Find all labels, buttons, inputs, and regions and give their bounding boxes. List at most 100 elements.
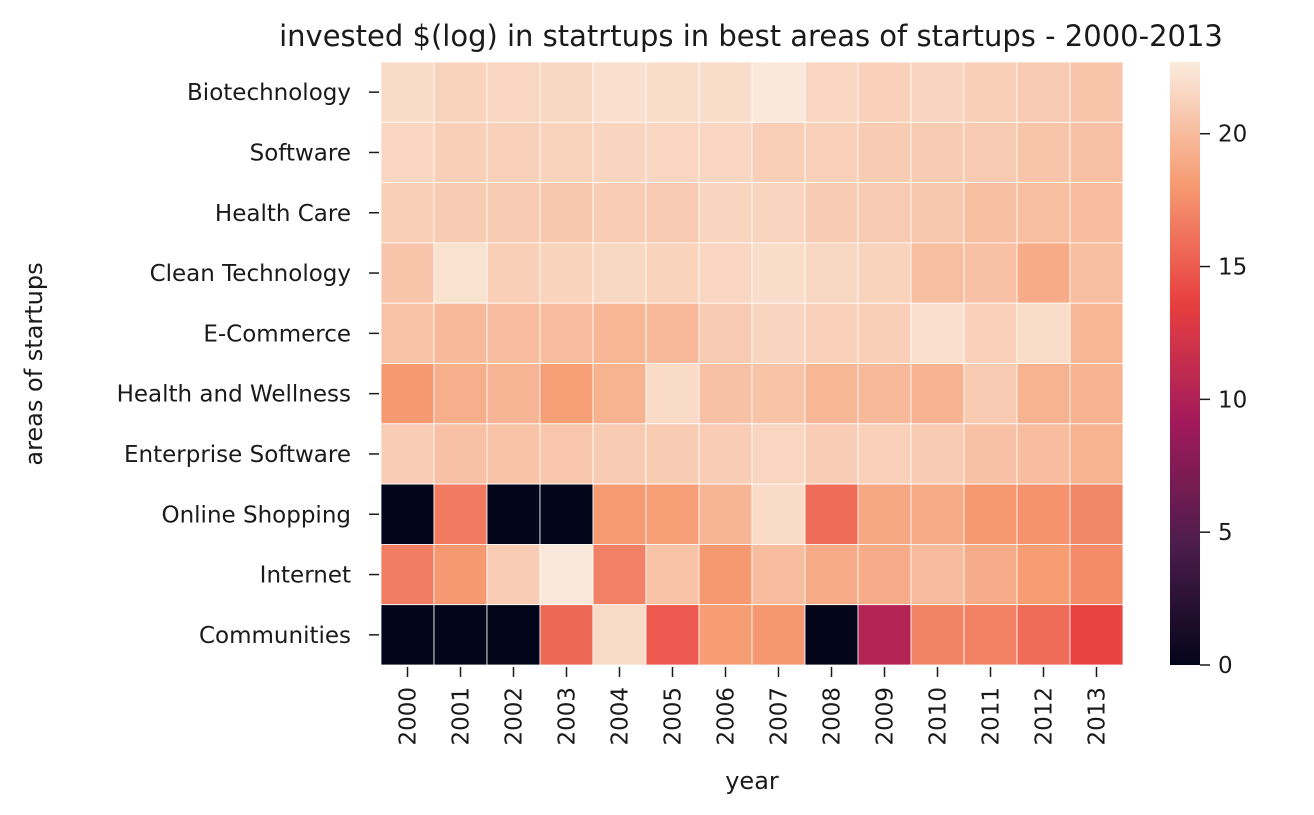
heatmap-cell (433, 242, 488, 304)
heatmap-cell (1016, 242, 1071, 304)
heatmap-cell (698, 483, 753, 545)
colorbar-tick-label: 10 (1218, 387, 1247, 413)
heatmap-cell (751, 242, 806, 304)
heatmap-cell (751, 61, 806, 123)
heatmap-cell (857, 423, 912, 485)
x-tick-label: 2012 (1032, 687, 1058, 746)
y-tick-label: Online Shopping (161, 502, 351, 528)
heatmap-cell (1069, 423, 1124, 485)
heatmap-cell (539, 61, 594, 123)
heatmap-cell (804, 121, 859, 184)
heatmap-cell (486, 242, 541, 304)
heatmap-cell (1016, 363, 1071, 425)
heatmap-cell (1016, 544, 1071, 606)
heatmap-cell (698, 302, 753, 364)
heatmap-cell (1016, 423, 1071, 485)
heatmap-cell (380, 121, 435, 184)
y-axis-label: areas of startups (20, 262, 48, 465)
x-tick-label: 2010 (926, 687, 952, 746)
colorbar-tick-label: 0 (1218, 653, 1233, 679)
heatmap-cell (751, 363, 806, 425)
heatmap-cell (698, 604, 753, 666)
heatmap-cell (486, 363, 541, 425)
x-tick-label: 2006 (714, 687, 740, 746)
heatmap-cell (751, 121, 806, 184)
heatmap-cell (539, 121, 594, 184)
colorbar: 0 5 10 15 20 (1170, 62, 1247, 679)
heatmap-cell (645, 483, 700, 545)
heatmap-cell (539, 242, 594, 304)
heatmap-cell (857, 302, 912, 364)
heatmap-cell (910, 242, 965, 304)
heatmap-cell (910, 302, 965, 364)
heatmap-cell (857, 242, 912, 304)
heatmap-cell (592, 604, 647, 666)
heatmap-cell (857, 121, 912, 184)
heatmap-cell (539, 182, 594, 244)
heatmap-cell (857, 363, 912, 425)
y-tick-label: Biotechnology (187, 80, 351, 106)
heatmap-cell (645, 544, 700, 606)
colorbar-tick-label: 15 (1218, 255, 1247, 281)
y-tick-label: Health Care (215, 201, 351, 227)
heatmap-cell (592, 242, 647, 304)
heatmap-cell (698, 61, 753, 123)
heatmap-cell (433, 182, 488, 244)
heatmap-cell (645, 242, 700, 304)
heatmap-cell (1016, 302, 1071, 364)
heatmap-cell (698, 363, 753, 425)
heatmap-cell (486, 121, 541, 184)
heatmap-cell (1069, 302, 1124, 364)
heatmap-cell (433, 61, 488, 123)
heatmap-cell (963, 363, 1018, 425)
heatmap-cell (486, 423, 541, 485)
heatmap-cell (1069, 544, 1124, 606)
heatmap-cell (963, 242, 1018, 304)
heatmap-cell (1069, 242, 1124, 304)
heatmap-cell (910, 423, 965, 485)
heatmap-cell (1016, 483, 1071, 545)
heatmap-cell (963, 182, 1018, 244)
x-tick-label: 2008 (820, 687, 846, 746)
heatmap-cell (645, 302, 700, 364)
heatmap-cell (910, 544, 965, 606)
heatmap-cell (380, 544, 435, 606)
heatmap-cell (645, 363, 700, 425)
heatmap-cell (433, 483, 488, 545)
heatmap-cell (592, 483, 647, 545)
heatmap-cell (910, 121, 965, 184)
heatmap-cell (645, 423, 700, 485)
heatmap-cell (804, 363, 859, 425)
heatmap-cell (539, 302, 594, 364)
heatmap-cell (380, 363, 435, 425)
heatmap-cell (751, 182, 806, 244)
heatmap-cell (380, 61, 435, 123)
heatmap-cell (698, 182, 753, 244)
heatmap-cell (1069, 363, 1124, 425)
heatmap-cell (804, 182, 859, 244)
heatmap-cell (380, 604, 435, 666)
x-tick-label: 2007 (767, 687, 793, 746)
heatmap-cell (804, 302, 859, 364)
heatmap-cell (592, 302, 647, 364)
heatmap-cell (380, 302, 435, 364)
x-axis-ticks: 2000 2001 2002 2003 2004 2005 2006 2007 2008 2009… (396, 667, 1111, 746)
heatmap-cell (645, 182, 700, 244)
heatmap-cell (486, 61, 541, 123)
heatmap-cell (486, 182, 541, 244)
heatmap-cell (963, 302, 1018, 364)
colorbar-tick-label: 5 (1218, 520, 1233, 546)
heatmap-cell (963, 544, 1018, 606)
heatmap-cell (380, 242, 435, 304)
heatmap-cell (857, 182, 912, 244)
x-tick-label: 2009 (873, 687, 899, 746)
heatmap-cell (380, 182, 435, 244)
heatmap-cell (963, 61, 1018, 123)
heatmap-cell (592, 423, 647, 485)
heatmap-cell (592, 544, 647, 606)
x-tick-label: 2003 (555, 687, 581, 746)
heatmap-cell (857, 544, 912, 606)
heatmap-cell (751, 544, 806, 606)
y-axis-ticks: Biotechnology Software Health Care Clean Te… (117, 80, 379, 649)
